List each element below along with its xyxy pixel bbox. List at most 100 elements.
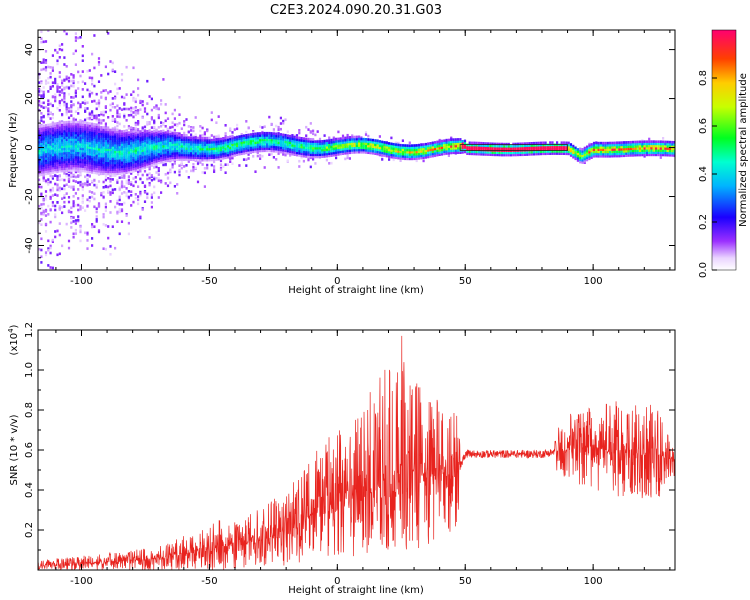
heatmap-cell xyxy=(461,142,464,145)
heatmap-cell xyxy=(477,144,480,147)
heatmap-cell xyxy=(160,134,163,138)
heatmap-cell xyxy=(238,139,241,143)
heatmap-cell xyxy=(173,134,176,137)
heatmap-cell xyxy=(192,166,195,169)
heatmap-cell xyxy=(125,171,128,174)
heatmap-cell xyxy=(148,153,151,157)
heatmap-cell xyxy=(81,201,84,204)
heatmap-cell xyxy=(530,148,533,152)
heatmap-cell xyxy=(84,154,87,158)
heatmap-cell xyxy=(312,146,315,150)
heatmap-cell xyxy=(436,149,439,152)
heatmap-cell xyxy=(42,135,45,139)
heatmap-cell xyxy=(130,155,133,158)
heatmap-cell xyxy=(171,152,174,155)
heatmap-cell xyxy=(51,169,54,172)
heatmap-cell xyxy=(576,148,579,151)
heatmap-cell xyxy=(109,135,112,138)
heatmap-cell xyxy=(256,138,259,142)
heatmap-cell xyxy=(210,118,213,122)
heatmap-cell xyxy=(470,148,474,151)
heatmap-cell xyxy=(143,150,147,154)
heatmap-cell xyxy=(355,137,358,141)
heatmap-cell xyxy=(38,81,41,84)
heatmap-cell xyxy=(72,103,75,106)
heatmap-cell xyxy=(229,139,232,143)
heatmap-cell xyxy=(530,142,533,145)
heatmap-cell xyxy=(556,145,559,149)
heatmap-cell xyxy=(77,149,80,152)
heatmap-cell xyxy=(539,152,543,156)
heatmap-cell xyxy=(100,137,103,140)
heatmap-cell xyxy=(190,129,193,132)
heatmap-cell xyxy=(222,146,225,149)
heatmap-cell xyxy=(58,56,61,59)
heatmap-cell xyxy=(56,163,59,167)
heatmap-cell xyxy=(325,143,328,147)
heatmap-cell xyxy=(162,142,165,146)
heatmap-cell xyxy=(210,154,213,157)
heatmap-cell xyxy=(454,147,457,150)
heatmap-cell xyxy=(118,122,121,126)
heatmap-cell xyxy=(127,232,130,236)
heatmap-cell xyxy=(242,134,246,137)
heatmap-cell xyxy=(125,179,128,183)
heatmap-cell xyxy=(54,182,57,186)
heatmap-cell xyxy=(153,134,156,137)
heatmap-cell xyxy=(150,193,153,197)
heatmap-cell xyxy=(123,147,126,151)
heatmap-cell xyxy=(162,138,165,141)
heatmap-cell xyxy=(307,148,310,152)
heatmap-cell xyxy=(203,152,206,155)
heatmap-cell xyxy=(173,138,176,142)
heatmap-cell xyxy=(321,151,324,154)
heatmap-cell xyxy=(100,130,103,134)
heatmap-cell xyxy=(321,140,324,143)
heatmap-cell xyxy=(399,143,402,147)
heatmap-cell xyxy=(111,137,114,141)
heatmap-cell xyxy=(54,153,57,156)
heatmap-cell xyxy=(61,187,64,191)
heatmap-cell xyxy=(203,167,206,170)
heatmap-cell xyxy=(277,148,280,151)
heatmap-cell xyxy=(265,142,269,146)
heatmap-cell xyxy=(173,141,176,144)
heatmap-cell xyxy=(84,134,87,138)
heatmap-cell xyxy=(229,155,232,158)
heatmap-cell xyxy=(443,141,446,145)
heatmap-cell xyxy=(332,140,335,144)
heatmap-cell xyxy=(49,197,52,200)
heatmap-cell xyxy=(49,244,52,248)
heatmap-cell xyxy=(54,170,57,174)
heatmap-cell xyxy=(160,152,163,155)
heatmap-cell xyxy=(526,153,529,156)
heatmap-cell xyxy=(213,160,216,164)
heatmap-cell xyxy=(155,162,158,165)
heatmap-cell xyxy=(247,146,250,150)
heatmap-cell xyxy=(47,152,50,155)
heatmap-cell xyxy=(84,99,87,103)
heatmap-cell xyxy=(132,132,135,135)
heatmap-cell xyxy=(401,152,404,156)
heatmap-cell xyxy=(213,154,216,157)
heatmap-cell xyxy=(58,150,61,153)
heatmap-cell xyxy=(289,134,292,138)
heatmap-cell xyxy=(102,143,105,147)
heatmap-cell xyxy=(127,142,130,145)
heatmap-cell xyxy=(130,93,133,96)
heatmap-cell xyxy=(190,127,193,131)
heatmap-cell xyxy=(72,76,75,79)
heatmap-cell xyxy=(157,130,160,134)
heatmap-cell xyxy=(187,151,190,155)
heatmap-cell xyxy=(565,150,568,153)
heatmap-cell xyxy=(58,167,61,171)
heatmap-cell xyxy=(123,96,126,100)
heatmap-cell xyxy=(97,134,101,138)
heatmap-cell xyxy=(187,156,190,159)
heatmap-cell xyxy=(236,140,239,143)
heatmap-cell xyxy=(381,153,384,157)
heatmap-cell xyxy=(376,148,379,151)
heatmap-cell xyxy=(100,132,103,136)
heatmap-cell xyxy=(38,173,41,177)
heatmap-cell xyxy=(44,66,48,69)
